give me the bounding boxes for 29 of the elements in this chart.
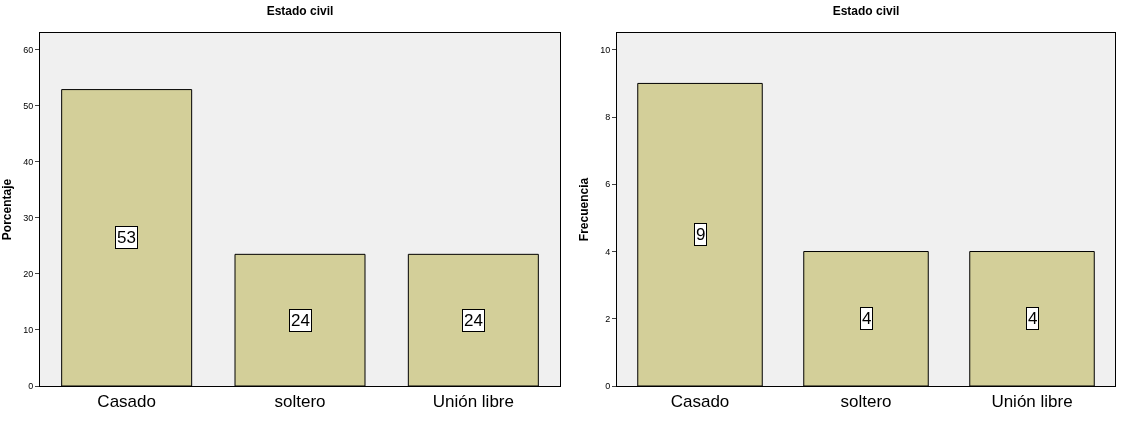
y-tick-label: 8 xyxy=(605,112,611,123)
y-axis-title: Porcentaje xyxy=(0,178,15,241)
y-tick-label: 30 xyxy=(23,213,34,224)
data-label: 4 xyxy=(862,309,872,328)
y-tick-label: 20 xyxy=(23,269,34,280)
data-label: 9 xyxy=(696,225,706,244)
x-tick-label: Casado xyxy=(670,392,730,412)
y-tick-label: 50 xyxy=(23,100,34,111)
y-tick-label: 10 xyxy=(23,325,34,336)
data-label: 24 xyxy=(464,311,483,330)
y-tick-label: 10 xyxy=(600,44,611,55)
y-tick-label: 6 xyxy=(605,179,611,190)
y-tick-label: 0 xyxy=(28,381,34,392)
data-label: 24 xyxy=(291,311,310,330)
x-tick-label: soltero xyxy=(274,392,326,412)
y-axis-title: Frecuencia xyxy=(577,177,592,242)
x-tick-label: Casado xyxy=(97,392,156,412)
y-tick-label: 4 xyxy=(605,246,611,257)
chart-title: Estado civil xyxy=(832,3,900,18)
x-tick-label: Unión libre xyxy=(991,392,1073,412)
chart-title: Estado civil xyxy=(266,3,334,18)
y-tick-label: 2 xyxy=(605,313,611,324)
y-tick-label: 0 xyxy=(605,381,611,392)
x-tick-label: Unión libre xyxy=(432,392,514,412)
x-tick-label: soltero xyxy=(840,392,892,412)
y-tick-label: 60 xyxy=(23,44,34,55)
y-tick-label: 40 xyxy=(23,157,34,168)
data-label: 53 xyxy=(117,228,136,247)
data-label: 4 xyxy=(1028,309,1038,328)
